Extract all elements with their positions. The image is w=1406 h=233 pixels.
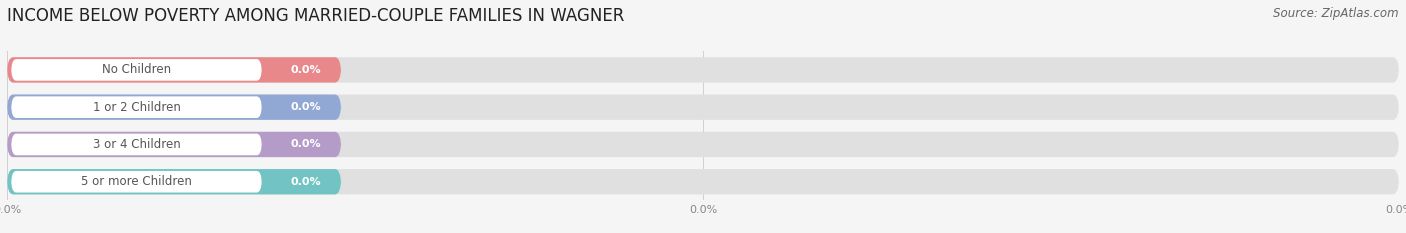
FancyBboxPatch shape bbox=[7, 169, 1399, 194]
FancyBboxPatch shape bbox=[11, 134, 262, 155]
Text: 0.0%: 0.0% bbox=[291, 177, 322, 187]
Text: 1 or 2 Children: 1 or 2 Children bbox=[93, 101, 180, 114]
FancyBboxPatch shape bbox=[7, 169, 342, 194]
FancyBboxPatch shape bbox=[7, 95, 1399, 120]
FancyBboxPatch shape bbox=[11, 171, 262, 192]
FancyBboxPatch shape bbox=[11, 96, 262, 118]
Text: 3 or 4 Children: 3 or 4 Children bbox=[93, 138, 180, 151]
FancyBboxPatch shape bbox=[7, 132, 342, 157]
Text: No Children: No Children bbox=[101, 63, 172, 76]
Text: 0.0%: 0.0% bbox=[291, 102, 322, 112]
FancyBboxPatch shape bbox=[11, 59, 262, 81]
Text: 0.0%: 0.0% bbox=[291, 140, 322, 149]
FancyBboxPatch shape bbox=[7, 95, 342, 120]
FancyBboxPatch shape bbox=[7, 57, 1399, 82]
Text: Source: ZipAtlas.com: Source: ZipAtlas.com bbox=[1274, 7, 1399, 20]
Text: 0.0%: 0.0% bbox=[291, 65, 322, 75]
FancyBboxPatch shape bbox=[7, 132, 1399, 157]
Text: INCOME BELOW POVERTY AMONG MARRIED-COUPLE FAMILIES IN WAGNER: INCOME BELOW POVERTY AMONG MARRIED-COUPL… bbox=[7, 7, 624, 25]
Text: 5 or more Children: 5 or more Children bbox=[82, 175, 191, 188]
FancyBboxPatch shape bbox=[7, 57, 342, 82]
